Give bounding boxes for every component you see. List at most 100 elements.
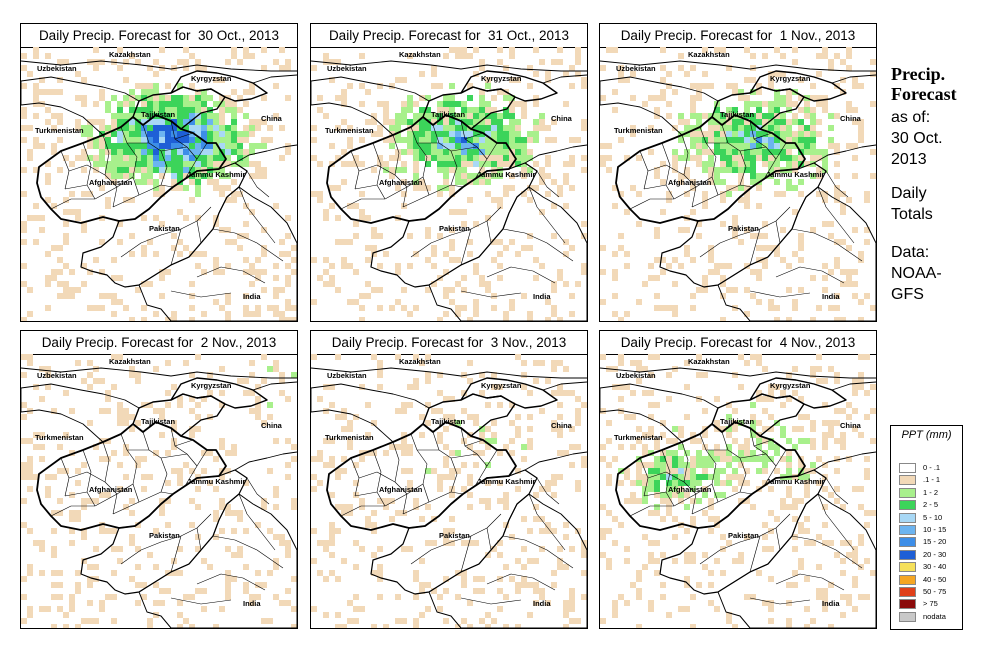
precip-cell <box>497 251 503 257</box>
precip-cell <box>33 83 39 89</box>
precip-cell <box>219 101 225 107</box>
precip-cell <box>437 432 443 438</box>
precip-cell <box>359 504 365 510</box>
precip-cell <box>672 426 678 432</box>
precip-cell <box>569 618 575 624</box>
precip-map: Uzbekistan Kazakhstan Kyrgyzstan Tajikistan… <box>21 354 297 628</box>
precip-cell <box>798 95 804 101</box>
precip-cell <box>618 354 624 360</box>
precip-cell <box>317 540 323 546</box>
precip-cell <box>473 137 479 143</box>
precip-cell <box>147 125 153 131</box>
precip-cell <box>267 305 273 311</box>
legend-swatch <box>899 525 916 535</box>
precip-cell <box>141 215 147 221</box>
precip-cell <box>317 197 323 203</box>
precip-cell <box>491 173 497 179</box>
precip-cell <box>834 305 840 311</box>
precip-cell <box>738 167 744 173</box>
precip-cell <box>273 558 279 564</box>
precip-cell <box>401 432 407 438</box>
precip-cell <box>419 125 425 131</box>
precip-cell <box>383 450 389 456</box>
map-label-kazakhstan: Kazakhstan <box>688 357 730 366</box>
precip-cell <box>810 155 816 161</box>
precip-cell <box>804 480 810 486</box>
precip-cell <box>840 269 846 275</box>
precip-cell <box>557 474 563 480</box>
precip-cell <box>527 426 533 432</box>
precip-cell <box>153 179 159 185</box>
precip-cell <box>491 432 497 438</box>
precip-cell <box>207 173 213 179</box>
precip-cell <box>714 149 720 155</box>
precip-cell <box>630 71 636 77</box>
precip-cell <box>51 113 57 119</box>
precip-cell <box>479 498 485 504</box>
precip-cell <box>267 414 273 420</box>
precip-cell <box>449 516 455 522</box>
map-label-tajikistan: Tajikistan <box>141 110 175 119</box>
precip-cell <box>123 474 129 480</box>
precip-cell <box>786 456 792 462</box>
precip-cell <box>557 275 563 281</box>
precip-cell <box>479 179 485 185</box>
precip-cell <box>279 239 285 245</box>
precip-cell <box>768 161 774 167</box>
precip-cell <box>401 161 407 167</box>
precip-cell <box>425 354 431 360</box>
precip-cell <box>455 209 461 215</box>
precip-cell <box>485 125 491 131</box>
precip-cell <box>33 167 39 173</box>
precip-cell <box>461 570 467 576</box>
precip-cell <box>822 402 828 408</box>
precip-cell <box>323 59 329 65</box>
precip-cell <box>461 275 467 281</box>
precip-cell <box>521 155 527 161</box>
precip-cell <box>461 462 467 468</box>
precip-cell <box>329 143 335 149</box>
precip-cell <box>491 305 497 311</box>
precip-cell <box>401 468 407 474</box>
precip-cell <box>341 239 347 245</box>
precip-cell <box>177 239 183 245</box>
precip-cell <box>654 510 660 516</box>
precip-cell <box>171 125 177 131</box>
precip-cell <box>702 131 708 137</box>
precip-cell <box>365 522 371 528</box>
precip-cell <box>129 167 135 173</box>
precip-cell <box>129 233 135 239</box>
precip-cell <box>714 396 720 402</box>
precip-cell <box>449 474 455 480</box>
precip-cell <box>225 197 231 203</box>
precip-cell <box>81 125 87 131</box>
precip-cell <box>425 125 431 131</box>
precip-cell <box>371 227 377 233</box>
precip-cell <box>648 275 654 281</box>
precip-cell <box>341 101 347 107</box>
precip-cell <box>285 438 291 444</box>
precip-cell <box>503 155 509 161</box>
legend-item: .1 - 1 <box>899 475 961 486</box>
precip-cell <box>45 384 51 390</box>
precip-cell <box>762 408 768 414</box>
precip-cell <box>431 155 437 161</box>
precip-cell <box>467 107 473 113</box>
precip-cell <box>786 287 792 293</box>
precip-cell <box>195 215 201 221</box>
precip-cell <box>503 522 509 528</box>
precip-cell <box>822 504 828 510</box>
precip-cell <box>702 275 708 281</box>
precip-cell <box>509 143 515 149</box>
precip-cell <box>219 137 225 143</box>
precip-cell <box>720 167 726 173</box>
kyrgyzstan-border <box>749 70 847 102</box>
precip-map: Uzbekistan Kazakhstan Kyrgyzstan Tajikistan… <box>311 354 587 628</box>
precip-cell <box>401 137 407 143</box>
precip-cell <box>563 522 569 528</box>
precip-cell <box>135 59 141 65</box>
precip-cell <box>195 588 201 594</box>
precip-cell <box>654 540 660 546</box>
precip-cell <box>141 83 147 89</box>
precip-cell <box>768 125 774 131</box>
